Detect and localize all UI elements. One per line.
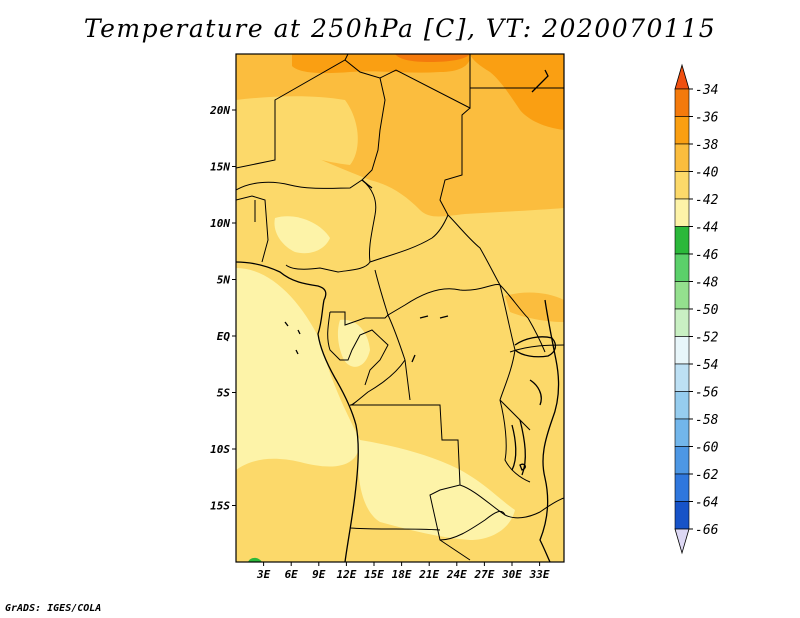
warm-region-east [505, 292, 564, 322]
colorbar-label: -52 [695, 331, 719, 346]
lat-label: 5N [217, 274, 231, 287]
colorbar-label: -42 [695, 193, 719, 208]
colorbar-label: -54 [695, 358, 718, 373]
colorbar-band [674, 198, 690, 227]
map-frame [235, 53, 565, 563]
map-title: Temperature at 250hPa [C], VT: 202007011… [83, 14, 717, 43]
colorbar-band [674, 446, 690, 475]
credit-text: GrADS: IGES/COLA [5, 603, 102, 614]
colorbar-band [674, 253, 690, 282]
lat-label: 5S [217, 387, 231, 400]
colorbar-label: -46 [695, 248, 719, 263]
lon-label: 15E [364, 568, 384, 581]
warmest-region [395, 54, 470, 62]
colorbar-band [674, 501, 690, 530]
lon-label: 21E [418, 568, 439, 581]
lon-label: 27E [473, 568, 494, 581]
warmer-region-northeast [470, 54, 564, 130]
lon-label: 24E [446, 568, 467, 581]
colorbar-top-arrow [674, 63, 690, 90]
lat-label: 15N [210, 161, 230, 174]
lon-label: 6E [285, 568, 299, 581]
lat-label: 10N [210, 217, 230, 230]
colorbar-band [674, 336, 690, 365]
colorbar-label: -50 [695, 303, 719, 318]
colorbar: -34 -36 -38 -40 -42 -44 -46 -48 -50 -52 -54 -56 -58 -… [674, 63, 719, 555]
colorbar-label: -36 [695, 111, 719, 126]
warm-region-sahara [236, 54, 564, 217]
colorbar-label: -62 [695, 468, 719, 483]
lon-label: 3E [256, 568, 271, 581]
colorbar-band [674, 116, 690, 145]
lon-label: 18E [392, 568, 412, 581]
colorbar-label: -48 [695, 276, 719, 291]
colorbar-bottom-arrow [674, 528, 690, 555]
colorbar-label: -56 [695, 386, 719, 401]
cool-region-sahara-west [236, 96, 358, 165]
colorbar-label: -38 [695, 138, 719, 153]
colorbar-band [674, 88, 690, 117]
colorbar-band [674, 226, 690, 255]
latitude-axis: 20N 15N 10N 5N EQ 5S 10S 15S [209, 104, 236, 513]
colorbar-label: -44 [695, 221, 718, 236]
longitude-axis: 3E 6E 9E 12E 15E 18E 21E 24E 27E 30E 33E [256, 562, 550, 581]
colorbar-label: -34 [695, 83, 718, 98]
cool-region-angola [358, 440, 515, 540]
lon-label: 33E [529, 568, 550, 581]
lat-label: 20N [209, 104, 230, 117]
cool-region-atlantic [236, 268, 360, 470]
lat-label: EQ [217, 330, 231, 343]
lat-label: 15S [210, 500, 230, 513]
colorbar-band [674, 391, 690, 420]
cold-patch [248, 557, 262, 562]
colorbar-label: -66 [695, 523, 719, 538]
coastlines [236, 69, 560, 562]
colorbar-label: -60 [695, 441, 719, 456]
colorbar-band [674, 418, 690, 447]
colorbar-label: -64 [695, 496, 718, 511]
lon-label: 12E [336, 568, 356, 581]
colorbar-band [674, 143, 690, 172]
colorbar-label: -40 [695, 166, 719, 181]
cool-region-congo [337, 319, 370, 367]
colorbar-band [674, 171, 690, 200]
colorbar-band [674, 473, 690, 502]
lon-label: 30E [501, 568, 522, 581]
colorbar-band [674, 308, 690, 337]
colorbar-band [674, 363, 690, 392]
lon-label: 9E [312, 568, 326, 581]
colorbar-band [674, 281, 690, 310]
lat-label: 10S [210, 443, 230, 456]
cool-region-nigeria [274, 216, 330, 254]
colorbar-label: -58 [695, 413, 719, 428]
